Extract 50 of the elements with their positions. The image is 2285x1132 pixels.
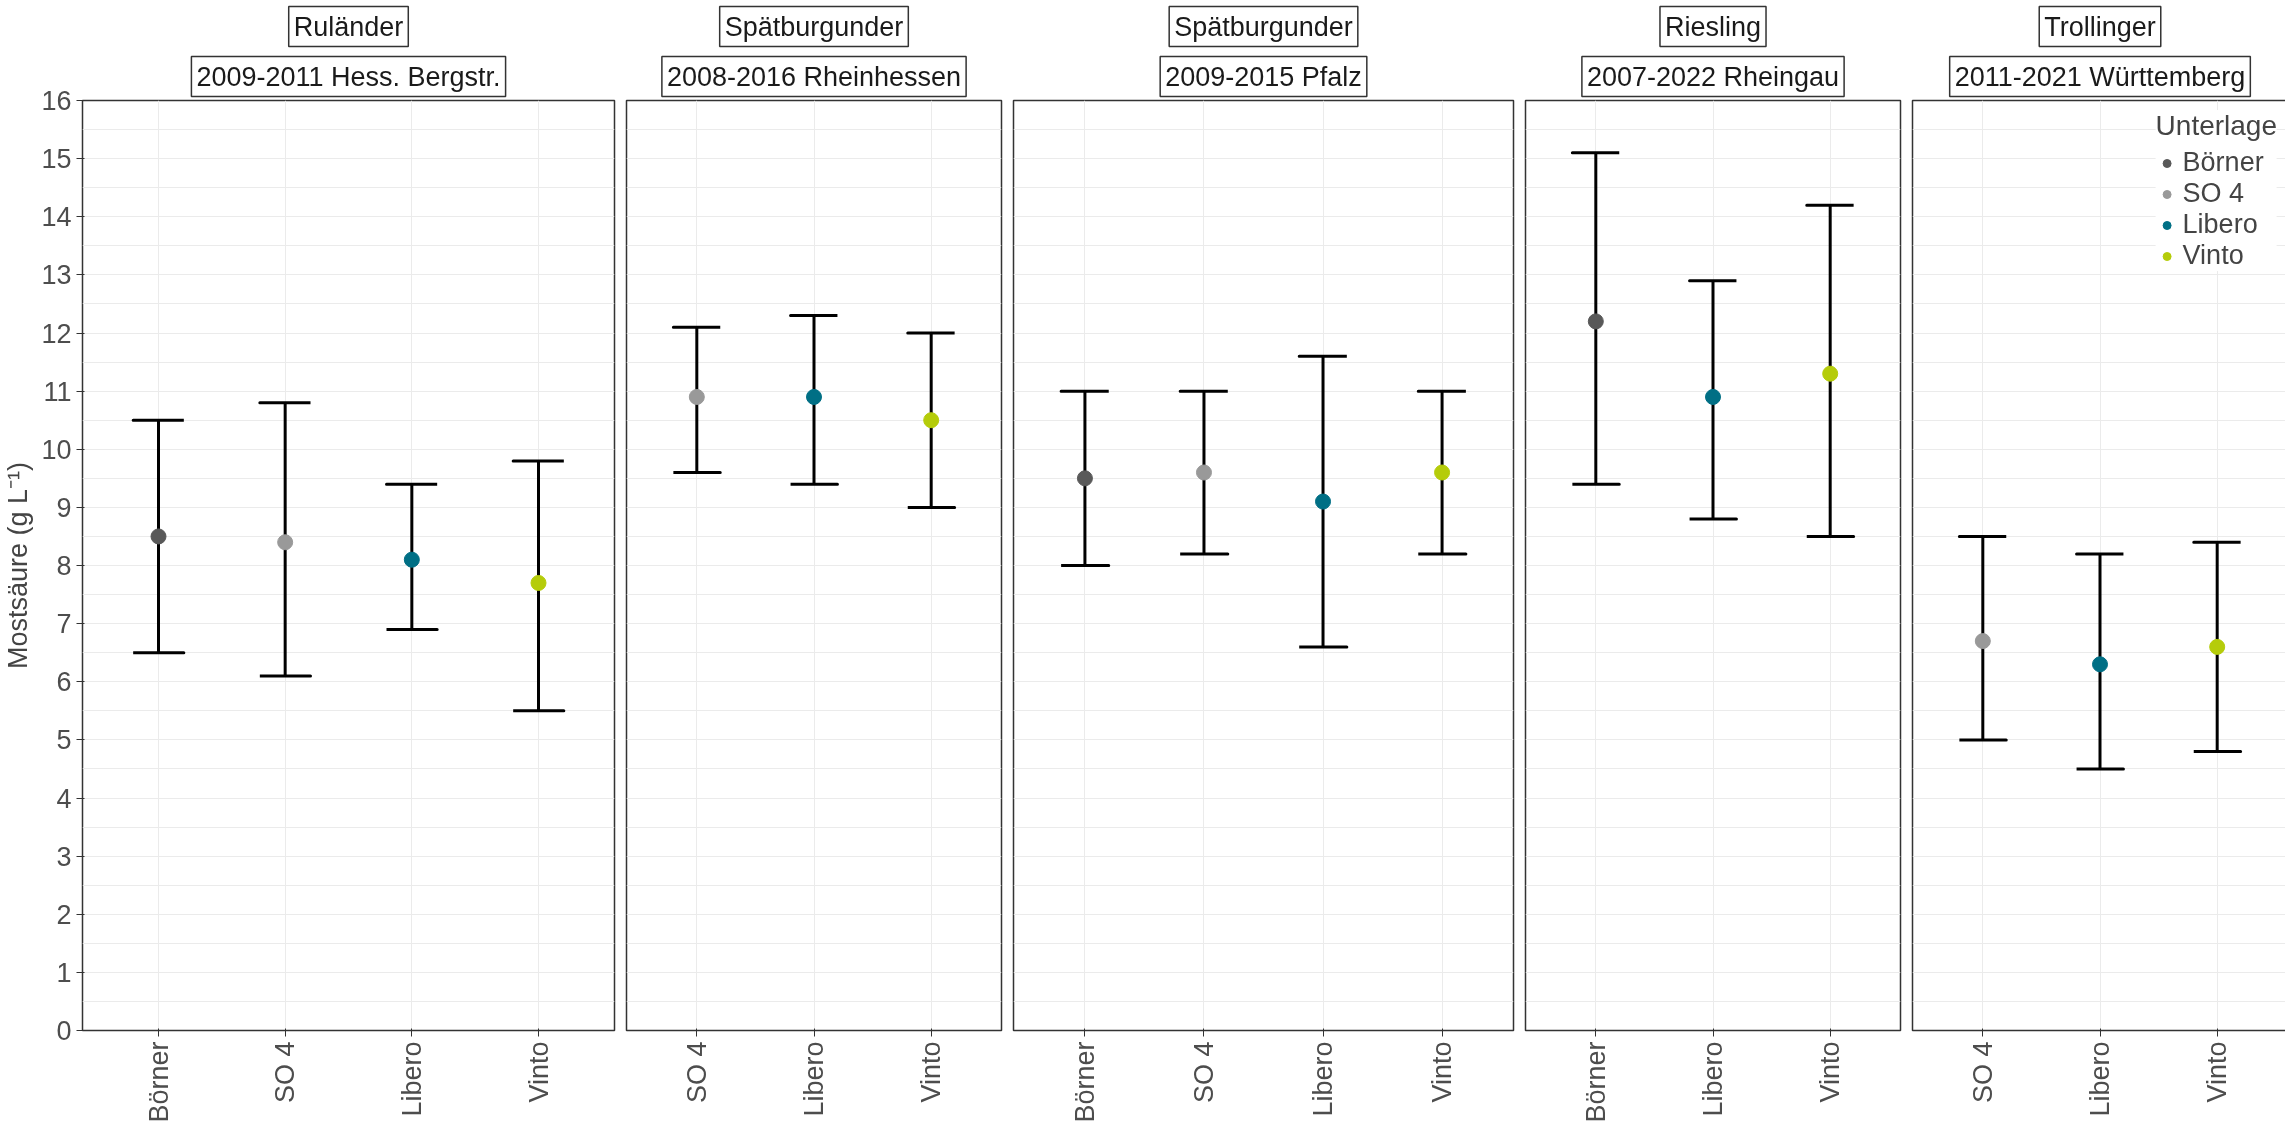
x-tick-label: Börner [1069,1041,1100,1123]
x-tick-label: Vinto [1427,1041,1458,1103]
x-tick-label: SO 4 [270,1041,301,1104]
y-tick-label: 10 [41,434,72,465]
y-tick-label: 8 [56,551,72,581]
chart-subtitle: 2011-2021 Württemberg [1954,61,2246,92]
chart-title: Trollinger [2044,11,2156,42]
legend-title: Unterlage [2155,110,2277,142]
y-tick-label: 0 [56,1016,72,1046]
y-tick-label: 1 [56,957,72,988]
chart-title: Riesling [1664,11,1762,42]
chart-subtitle: 2007-2022 Rheingau [1586,61,1840,92]
x-tick-label: Börner [143,1041,174,1123]
y-tick-label: 16 [41,86,72,116]
y-tick-label: 13 [41,260,72,291]
x-tick-label: Vinto [523,1041,554,1103]
x-tick-label: Vinto [2202,1041,2233,1103]
x-tick-label: Vinto [1815,1041,1846,1103]
y-tick-label: 6 [56,667,72,698]
x-tick-label: SO 4 [1188,1041,1219,1104]
x-tick-label: SO 4 [681,1041,712,1104]
y-tick-label: 4 [56,783,72,814]
x-tick-label: Libero [1308,1041,1339,1117]
y-tick-label: 15 [41,144,72,175]
y-tick-label: 9 [56,492,72,523]
x-tick-label: SO 4 [1967,1041,1998,1104]
chart-title: Ruländer [293,11,404,42]
x-tick-label: Libero [799,1041,829,1117]
legend-label: Vinto [2182,240,2244,271]
y-tick-label: 3 [56,841,72,872]
x-tick-label: Börner [1580,1041,1611,1123]
chart-subtitle: 2008-2016 Rheinhessen [666,61,962,92]
chart-title: Spätburgunder [724,11,904,42]
y-tick-label: 14 [41,202,72,233]
legend-label: Börner [2182,147,2264,178]
x-tick-label: Vinto [916,1041,947,1103]
legend-label: Libero [2182,209,2258,240]
chart-subtitle: 2009-2015 Pfalz [1165,61,1362,92]
y-tick-label: 7 [56,609,72,640]
chart-subtitle: 2009-2011 Hess. Bergstr. [196,61,501,92]
y-axis-title: Mostsäure (g L⁻¹) [3,461,34,670]
y-tick-label: 11 [43,376,72,407]
legend-label: SO 4 [2182,178,2245,209]
x-tick-label: Libero [1698,1041,1728,1117]
x-tick-label: Libero [396,1041,427,1117]
y-tick-label: 12 [41,318,72,349]
chart-title: Spätburgunder [1174,11,1353,42]
y-tick-label: 5 [56,725,72,756]
y-tick-label: 2 [56,899,72,930]
x-tick-label: Libero [2085,1041,2115,1117]
